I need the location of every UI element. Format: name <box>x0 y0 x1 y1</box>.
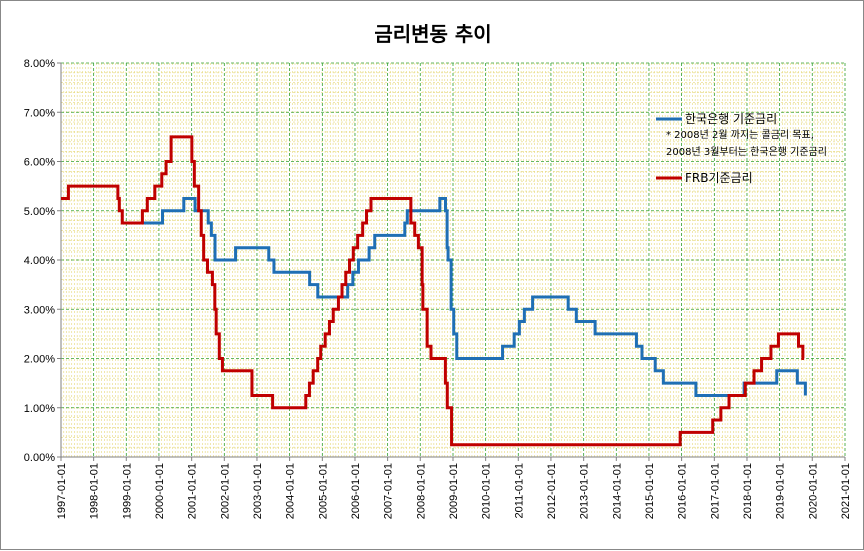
x-tick-label: 2020-01-01 <box>807 463 819 519</box>
y-tick-label: 4.00% <box>24 255 55 267</box>
x-tick-label: 2001-01-01 <box>187 463 199 519</box>
x-tick-label: 2000-01-01 <box>154 463 166 519</box>
x-tick-label: 2016-01-01 <box>677 463 689 519</box>
y-tick-label: 0.00% <box>24 452 55 464</box>
y-tick-label: 1.00% <box>24 403 55 415</box>
y-tick-label: 6.00% <box>24 157 55 169</box>
y-tick-label: 5.00% <box>24 206 55 218</box>
series-layer <box>61 135 807 447</box>
x-tick-label: 2019-01-01 <box>775 463 787 519</box>
x-tick-label: 2018-01-01 <box>742 463 754 519</box>
series-line-0 <box>137 196 807 397</box>
x-tick-label: 2006-01-01 <box>350 463 362 519</box>
x-tick-label: 2012-01-01 <box>546 463 558 519</box>
x-tick-label: 1999-01-01 <box>121 463 133 519</box>
chart-title: 금리변동 추이 <box>374 22 491 46</box>
legend: 한국은행 기준금리 * 2008년 2월 까지는 콜금리 목표, 2008년 3… <box>656 111 827 185</box>
x-tick-label: 2007-01-01 <box>383 463 395 519</box>
legend-note-line1: * 2008년 2월 까지는 콜금리 목표, <box>666 129 814 141</box>
y-tick-label: 8.00% <box>24 58 55 70</box>
legend-note-line2: 2008년 3월부터는 한국은행 기준금리 <box>666 146 827 158</box>
legend-label-bok: 한국은행 기준금리 <box>685 111 777 126</box>
x-tick-label: 2008-01-01 <box>415 463 427 519</box>
y-axis-ticks: 0.00% 1.00% 2.00% 3.00% 4.00% 5.00% 6.00% 7.00%… <box>24 58 61 464</box>
x-tick-label: 2017-01-01 <box>709 463 721 519</box>
x-axis-ticks: 1997-01-01 1998-01-01 1999-01-01 2000-01-01… <box>56 457 852 519</box>
x-tick-label: 2005-01-01 <box>317 463 329 519</box>
x-tick-label: 2015-01-01 <box>644 463 656 519</box>
x-tick-label: 1998-01-01 <box>89 463 101 519</box>
x-tick-label: 2004-01-01 <box>285 463 297 519</box>
x-tick-label: 2003-01-01 <box>252 463 264 519</box>
x-tick-label: 2014-01-01 <box>611 463 623 519</box>
y-tick-label: 3.00% <box>24 304 55 316</box>
series-line-1 <box>61 135 805 447</box>
legend-label-frb: FRB기준금리 <box>685 171 753 185</box>
x-tick-label: 2002-01-01 <box>219 463 231 519</box>
x-tick-label: 1997-01-01 <box>56 463 68 519</box>
x-tick-label: 2021-01-01 <box>840 463 852 519</box>
y-tick-label: 7.00% <box>24 107 55 119</box>
x-tick-label: 2009-01-01 <box>448 463 460 519</box>
x-tick-label: 2011-01-01 <box>513 463 525 518</box>
x-tick-label: 2010-01-01 <box>481 463 493 519</box>
x-tick-label: 2013-01-01 <box>579 463 591 519</box>
y-tick-label: 2.00% <box>24 354 55 366</box>
